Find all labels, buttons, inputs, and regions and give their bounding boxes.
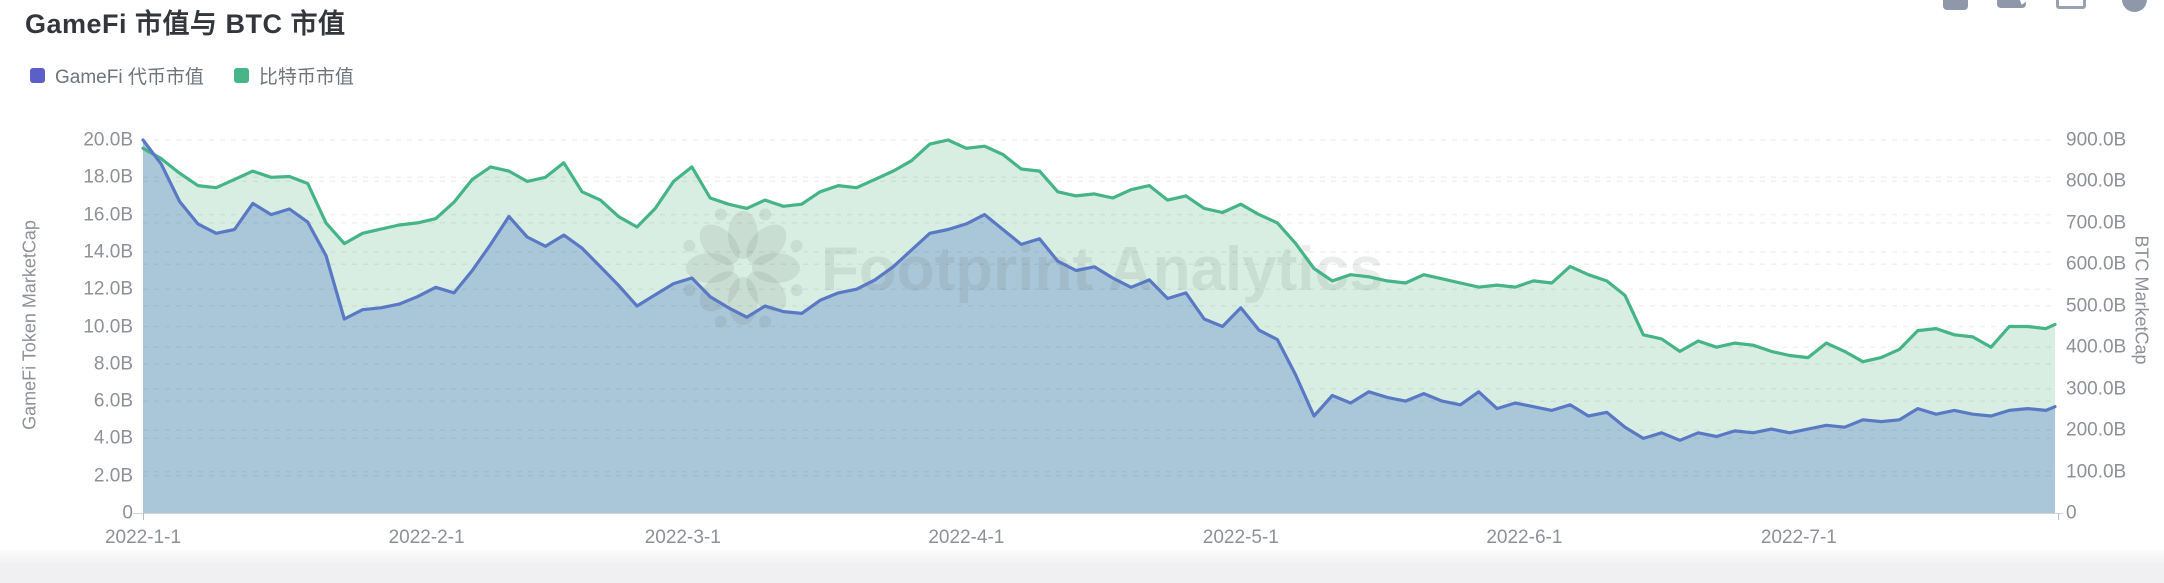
right-axis-tick: 800.0B: [2066, 170, 2127, 192]
x-axis-end-tick: [2058, 513, 2059, 520]
left-axis-tick: 18.0B: [83, 166, 133, 188]
x-axis-tick: 2022-6-1: [1486, 527, 1563, 548]
btc-legend-swatch: [233, 68, 249, 83]
area-chart-svg: Footprint Analytics: [141, 138, 2057, 513]
left-axis-tick: 4.0B: [93, 427, 133, 449]
right-axis-tick: 900.0B: [2066, 129, 2127, 151]
x-axis-tick: 2022-7-1: [1760, 527, 1837, 548]
toolbar: [0, 0, 2164, 16]
svg-text:Footprint Analytics: Footprint Analytics: [821, 235, 1384, 304]
x-axis-tick: 2022-3-1: [644, 527, 721, 548]
btc-legend-label: 比特币市值: [258, 67, 354, 88]
left-axis-tick: 8.0B: [93, 353, 133, 375]
screenshot-icon[interactable]: [1997, 0, 2026, 8]
right-axis-tick: 200.0B: [2066, 419, 2127, 441]
x-axis-line: [133, 513, 2063, 514]
legend-item-gamefi[interactable]: GameFi 代币市值: [30, 62, 204, 89]
area-chart-canvas[interactable]: Footprint Analytics: [141, 138, 2057, 513]
right-axis-tick: 100.0B: [2066, 461, 2127, 483]
right-axis-tick: 500.0B: [2066, 295, 2127, 317]
circle-icon[interactable]: [2122, 0, 2147, 12]
page-background-strip: [0, 550, 2164, 583]
right-axis-tick: 600.0B: [2066, 253, 2127, 275]
left-axis-tick: 0: [122, 502, 133, 524]
x-axis-tick: 2022-1-1: [104, 527, 182, 548]
legend: GameFi 代币市值 比特币市值: [30, 62, 354, 89]
left-axis-tick: 6.0B: [93, 390, 133, 412]
right-axis-title: BTC MarketCap: [2131, 235, 2152, 365]
left-axis-tick: 2.0B: [93, 465, 133, 487]
gamefi-legend-swatch: [30, 68, 45, 83]
right-axis-tick: 0: [2066, 502, 2077, 524]
left-axis-title: GameFi Token MarketCap: [19, 220, 40, 430]
x-axis-start-tick: [143, 513, 144, 520]
page-title: GameFi 市值与 BTC 市值: [25, 9, 346, 39]
left-axis-tick: 12.0B: [83, 278, 133, 300]
left-axis-tick: 10.0B: [83, 316, 133, 337]
left-axis-tick: 14.0B: [83, 241, 133, 263]
legend-item-btc[interactable]: 比特币市值: [233, 62, 354, 89]
x-axis-tick: 2022-4-1: [928, 527, 1005, 548]
right-axis-tick: 300.0B: [2066, 378, 2127, 400]
frame-icon[interactable]: [2056, 0, 2086, 9]
x-axis-tick: 2022-5-1: [1202, 527, 1279, 548]
left-axis-tick: 16.0B: [83, 204, 133, 226]
right-axis-tick: 400.0B: [2066, 336, 2127, 358]
panel-icon[interactable]: [1943, 0, 1968, 10]
left-axis-tick: 20.0B: [83, 129, 133, 151]
x-axis-tick: 2022-2-1: [388, 527, 465, 548]
right-axis-tick: 700.0B: [2066, 212, 2127, 234]
gamefi-legend-label: GameFi 代币市值: [55, 67, 204, 88]
